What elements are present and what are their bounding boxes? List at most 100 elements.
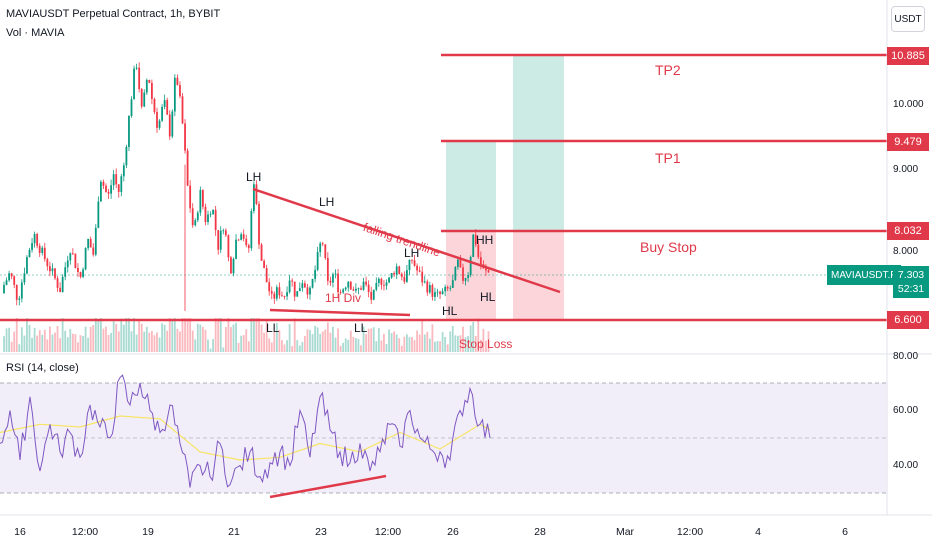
candle-body — [153, 98, 156, 112]
candle-body — [181, 96, 184, 124]
candle-body — [311, 278, 314, 288]
candle-body — [255, 184, 258, 204]
rsi-tick-60: 60.00 — [893, 405, 919, 416]
candle-body — [168, 114, 171, 137]
candle-body — [428, 285, 431, 293]
candle-body — [439, 291, 441, 295]
volume-bar — [102, 328, 105, 352]
volume-bar — [477, 318, 480, 352]
candle-body — [357, 288, 360, 290]
candle-body — [416, 265, 418, 271]
volume-bar — [383, 333, 385, 352]
volume-bar — [151, 330, 153, 352]
candle-body — [219, 230, 222, 250]
volume-bar — [291, 346, 294, 352]
tp1-zone — [446, 142, 496, 231]
ticker-label: MAVIAUSDT.P — [827, 265, 901, 285]
volume-bar — [286, 340, 288, 352]
candle-body — [36, 234, 39, 246]
volume-bar — [263, 332, 265, 352]
volume-bar — [36, 335, 39, 352]
volume-bar — [189, 318, 192, 352]
current-price: 7.303 — [897, 269, 925, 281]
tp1-label: TP1 — [655, 150, 681, 166]
volume-bar — [362, 326, 365, 352]
time-tick: 12:00 — [374, 526, 402, 538]
volume-bar — [265, 320, 268, 352]
volume-bar — [337, 328, 339, 352]
candle-body — [479, 257, 482, 265]
candle-body — [69, 253, 72, 261]
candle-body — [426, 281, 429, 293]
volume-bar — [237, 342, 240, 352]
volume-bar — [390, 333, 393, 352]
volume-bar — [15, 318, 18, 352]
volume-bar — [166, 330, 169, 352]
volume-bar — [222, 347, 225, 352]
volume-bar — [230, 327, 232, 352]
volume-bar — [61, 318, 64, 352]
volume-bar — [309, 329, 311, 352]
candle-body — [186, 150, 189, 186]
candle-body — [179, 84, 181, 97]
volume-bar — [416, 330, 418, 352]
volume-bar — [242, 335, 245, 352]
volume-bar — [316, 327, 319, 352]
volume-bar — [342, 342, 345, 352]
volume-bar — [107, 335, 110, 352]
candle-body — [230, 257, 232, 274]
volume-bar — [143, 331, 146, 352]
candle-body — [74, 253, 77, 269]
volume-bar — [278, 330, 281, 352]
candle-body — [237, 239, 240, 241]
volume-bar — [385, 343, 388, 352]
volume-bar — [176, 328, 179, 352]
candle-body — [268, 282, 271, 292]
falling-trendline[interactable] — [252, 187, 561, 294]
candle-body — [117, 184, 120, 192]
candle-body — [395, 266, 398, 275]
volume-bar — [145, 326, 148, 352]
candle-body — [367, 284, 370, 292]
volume-bar — [352, 336, 355, 352]
volume-bar — [370, 328, 373, 352]
candle-body — [418, 270, 421, 272]
current-price-tag: 7.303 52:31 — [893, 266, 929, 298]
currency-button[interactable]: USDT — [891, 6, 925, 32]
volume-bar — [43, 329, 46, 352]
volume-bar — [395, 334, 398, 352]
candle-body — [135, 67, 138, 69]
rsi-divergence-line[interactable] — [269, 474, 387, 499]
candle-body — [176, 77, 179, 85]
candle-body — [240, 234, 243, 240]
candle-body — [377, 278, 380, 284]
candle-body — [286, 292, 288, 297]
price-tick-8: 8.000 — [893, 246, 919, 257]
candle-body — [163, 100, 166, 107]
time-tick: 21 — [228, 526, 240, 538]
candle-body — [138, 67, 141, 89]
volume-bar — [372, 327, 375, 352]
rsi-tick-80: 80.00 — [893, 351, 919, 362]
candle-body — [125, 146, 128, 166]
candle-body — [89, 239, 92, 248]
volume-bar — [255, 318, 258, 352]
time-tick: 23 — [315, 526, 327, 538]
volume-bar — [273, 331, 276, 352]
tp2-label: TP2 — [655, 62, 681, 78]
divergence-line[interactable] — [269, 308, 411, 317]
volume-bar — [446, 344, 449, 352]
volume-bar — [207, 339, 209, 352]
candle-body — [242, 234, 245, 239]
candle-body — [189, 185, 192, 209]
candle-body — [196, 212, 199, 221]
volume-bar — [250, 318, 253, 352]
candle-body — [51, 268, 54, 272]
volume-bar — [20, 327, 23, 352]
time-tick: Mar — [615, 526, 635, 538]
candle-body — [344, 287, 347, 290]
volume-bar — [434, 341, 436, 352]
volume-bar — [117, 331, 120, 352]
volume-bar — [122, 324, 125, 352]
